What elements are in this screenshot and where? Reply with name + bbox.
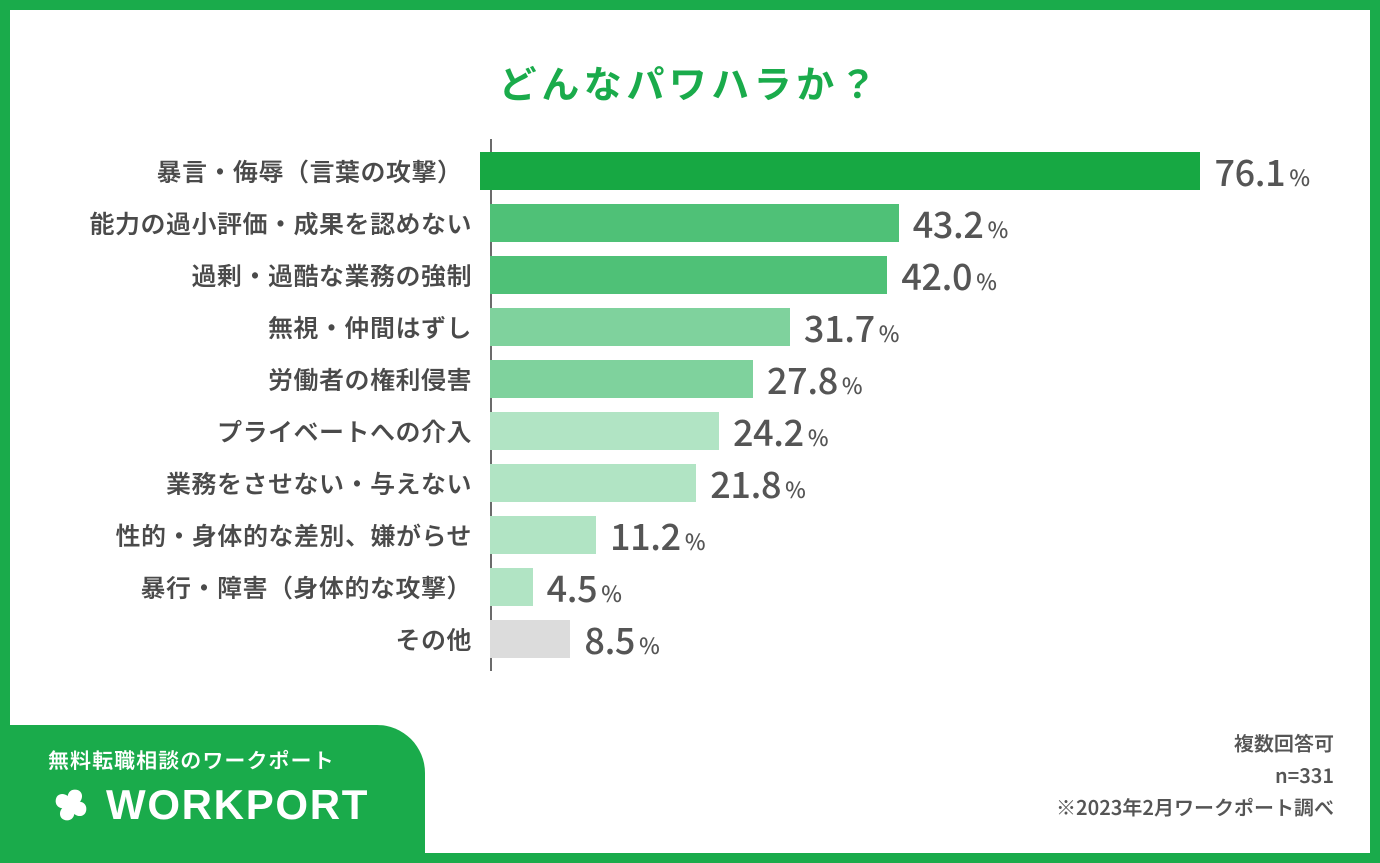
chart-row: その他 8.5%: [70, 613, 1310, 665]
percent-sign: %: [808, 421, 829, 453]
bar-cell: 42.0%: [490, 249, 1310, 301]
bar-cell: 31.7%: [490, 301, 1310, 353]
bar: [490, 516, 596, 554]
chart-row: 過剰・過酷な業務の強制 42.0%: [70, 249, 1310, 301]
footnote-source: ※2023年2月ワークポート調べ: [1056, 791, 1334, 823]
value-label: 27.8%: [767, 353, 863, 405]
chart-row: 能力の過小評価・成果を認めない 43.2%: [70, 197, 1310, 249]
value-number: 24.2: [733, 405, 804, 457]
chart-rows: 暴言・侮辱（言葉の攻撃）76.1%能力の過小評価・成果を認めない43.2%過剰・…: [70, 145, 1310, 665]
chart-card: どんなパワハラか？ 暴言・侮辱（言葉の攻撃）76.1%能力の過小評価・成果を認め…: [0, 0, 1380, 863]
bar: [490, 308, 790, 346]
bar: [490, 464, 696, 502]
value-number: 27.8: [767, 353, 838, 405]
bar: [490, 620, 570, 658]
category-label: その他: [70, 621, 490, 657]
chart-footnotes: 複数回答可 n=331 ※2023年2月ワークポート調べ: [1056, 727, 1334, 823]
value-label: 43.2%: [913, 197, 1009, 249]
value-number: 8.5: [584, 613, 635, 665]
bar-cell: 43.2%: [490, 197, 1310, 249]
bar-chart: 暴言・侮辱（言葉の攻撃）76.1%能力の過小評価・成果を認めない43.2%過剰・…: [70, 145, 1310, 665]
bar: [490, 204, 899, 242]
bar-cell: 8.5%: [490, 613, 1310, 665]
category-label: 労働者の権利侵害: [70, 361, 490, 397]
brand-logo: WORKPORT: [48, 781, 369, 829]
value-number: 76.1: [1214, 145, 1285, 197]
chart-row: 労働者の権利侵害 27.8%: [70, 353, 1310, 405]
category-label: 過剰・過酷な業務の強制: [70, 257, 490, 293]
percent-sign: %: [639, 629, 660, 661]
bar-cell: 21.8%: [490, 457, 1310, 509]
bar: [490, 412, 719, 450]
bar-cell: 24.2%: [490, 405, 1310, 457]
value-number: 11.2: [610, 509, 681, 561]
percent-sign: %: [685, 525, 706, 557]
category-label: 暴行・障害（身体的な攻撃）: [70, 569, 490, 605]
value-label: 21.8%: [710, 457, 806, 509]
value-label: 4.5%: [547, 561, 622, 613]
percent-sign: %: [988, 213, 1009, 245]
percent-sign: %: [785, 473, 806, 505]
percent-sign: %: [842, 369, 863, 401]
value-number: 4.5: [547, 561, 598, 613]
percent-sign: %: [879, 317, 900, 349]
value-label: 11.2%: [610, 509, 706, 561]
value-label: 8.5%: [584, 613, 659, 665]
bar-cell: 27.8%: [490, 353, 1310, 405]
value-number: 21.8: [710, 457, 781, 509]
value-label: 24.2%: [733, 405, 829, 457]
chart-row: 性的・身体的な差別、嫌がらせ 11.2%: [70, 509, 1310, 561]
chart-row: 無視・仲間はずし 31.7%: [70, 301, 1310, 353]
value-number: 31.7: [804, 301, 875, 353]
clover-icon: [48, 782, 94, 828]
value-label: 31.7%: [804, 301, 900, 353]
footnote-sample-size: n=331: [1056, 759, 1334, 791]
footnote-multi-answer: 複数回答可: [1056, 727, 1334, 759]
chart-title: どんなパワハラか？: [10, 54, 1370, 109]
bar: [490, 568, 533, 606]
brand-wordmark: WORKPORT: [106, 781, 369, 829]
bar: [490, 360, 753, 398]
value-label: 76.1%: [1214, 145, 1310, 197]
value-number: 43.2: [913, 197, 984, 249]
brand-banner: 無料転職相談のワークポート WORKPORT: [0, 725, 425, 863]
chart-row: プライベートへの介入 24.2%: [70, 405, 1310, 457]
category-label: 能力の過小評価・成果を認めない: [70, 205, 490, 241]
percent-sign: %: [976, 265, 997, 297]
chart-row: 暴行・障害（身体的な攻撃） 4.5%: [70, 561, 1310, 613]
bar-cell: 11.2%: [490, 509, 1310, 561]
category-label: 無視・仲間はずし: [70, 309, 490, 345]
category-label: 業務をさせない・与えない: [70, 465, 490, 501]
value-label: 42.0%: [901, 249, 997, 301]
percent-sign: %: [601, 577, 622, 609]
bar: [480, 152, 1200, 190]
category-label: 性的・身体的な差別、嫌がらせ: [70, 517, 490, 553]
bar-cell: 4.5%: [490, 561, 1310, 613]
chart-row: 暴言・侮辱（言葉の攻撃） 76.1%: [70, 145, 1310, 197]
percent-sign: %: [1289, 161, 1310, 193]
chart-row: 業務をさせない・与えない 21.8%: [70, 457, 1310, 509]
bar-cell: 76.1%: [480, 145, 1310, 197]
category-label: プライベートへの介入: [70, 413, 490, 449]
bar: [490, 256, 887, 294]
value-number: 42.0: [901, 249, 972, 301]
category-label: 暴言・侮辱（言葉の攻撃）: [70, 153, 480, 189]
brand-subtitle: 無料転職相談のワークポート: [48, 745, 369, 775]
